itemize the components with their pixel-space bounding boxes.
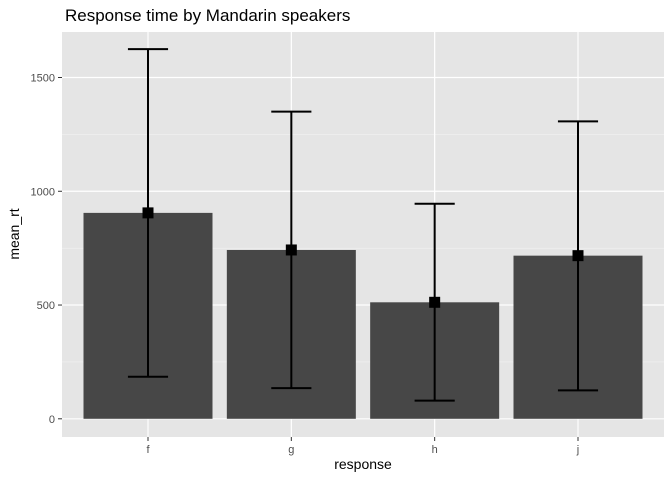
x-tick-label: g	[288, 444, 294, 456]
y-tick-label: 500	[37, 300, 55, 312]
y-axis-title: mean_rt	[6, 208, 22, 259]
x-tick-label: j	[576, 444, 579, 456]
x-tick-label: f	[146, 444, 150, 456]
mean-point-h	[429, 296, 441, 308]
y-tick-label: 0	[49, 414, 55, 426]
x-axis-title: response	[334, 456, 392, 472]
mean-point-f	[142, 207, 154, 219]
chart-title: Response time by Mandarin speakers	[65, 6, 350, 25]
y-tick-label: 1500	[31, 73, 55, 85]
mean-point-g	[285, 244, 297, 256]
y-tick-label: 1000	[31, 186, 55, 198]
x-tick-label: h	[432, 444, 438, 456]
mean-point-j	[572, 250, 584, 262]
mean-points	[142, 207, 584, 308]
y-axis: 0 500 1000 1500	[31, 73, 62, 426]
